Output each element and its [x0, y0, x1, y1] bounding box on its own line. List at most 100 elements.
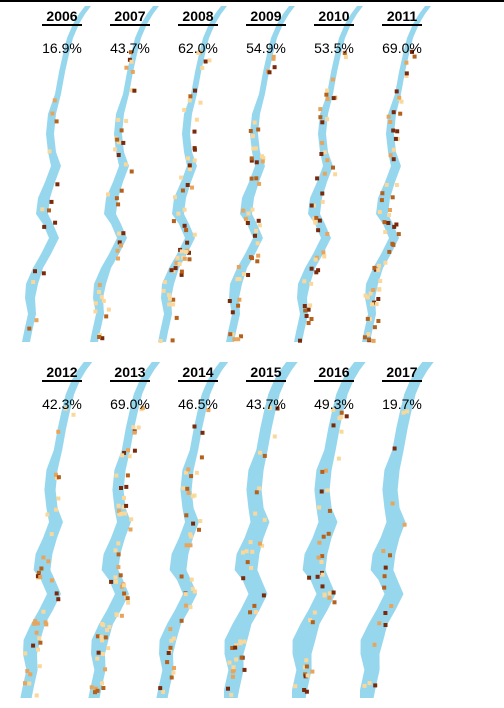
detection-cell [32, 621, 37, 626]
detection-cell [376, 319, 381, 323]
detection-cell [371, 338, 376, 343]
detection-cell [381, 549, 386, 553]
detection-cell [318, 107, 323, 112]
river-map [360, 362, 434, 698]
detection-cell [275, 406, 280, 411]
detection-cell [187, 163, 192, 168]
detection-cell [93, 690, 97, 695]
detection-cell [412, 54, 417, 59]
detection-cell [56, 475, 61, 480]
detection-cell [119, 243, 123, 248]
detection-cell [28, 672, 33, 677]
detection-cell [246, 273, 251, 277]
detection-cell [307, 575, 312, 580]
detection-cell [166, 651, 171, 655]
detection-cell [45, 512, 50, 517]
detection-cell [119, 486, 123, 490]
detection-cell [339, 410, 344, 415]
detection-cell [36, 647, 40, 652]
percent-label: 69.0% [382, 40, 422, 56]
detection-cell [103, 635, 108, 640]
detection-cell [249, 565, 254, 570]
percent-label: 49.3% [314, 396, 354, 412]
detection-cell [173, 195, 177, 200]
detection-cell [196, 50, 201, 55]
detection-cell [254, 490, 259, 495]
detection-cell [117, 508, 121, 513]
map-panel-2015: 2015 43.7% [224, 358, 308, 702]
detection-cell [182, 256, 187, 261]
river-shape [22, 6, 91, 342]
detection-cell [183, 592, 188, 597]
detection-cell [246, 211, 251, 216]
detection-cell [230, 646, 235, 650]
detection-cell [377, 621, 382, 626]
detection-cell [272, 434, 277, 439]
detection-cell [182, 207, 187, 212]
detection-cell [119, 511, 124, 516]
detection-cell [230, 674, 235, 679]
detection-cell [186, 491, 191, 495]
detection-cell [185, 183, 190, 187]
detection-cell [390, 501, 395, 506]
river-map [224, 362, 298, 698]
detection-cell [41, 609, 46, 614]
detection-cell [100, 638, 105, 643]
detection-cell [187, 257, 192, 262]
detection-cell [257, 223, 262, 228]
detection-cell [316, 228, 321, 233]
detection-cell [376, 268, 381, 273]
detection-cell [47, 208, 51, 213]
detection-cell [383, 230, 388, 234]
detection-cell [207, 58, 212, 63]
detection-cell [311, 203, 316, 208]
detection-cell [23, 651, 28, 656]
detection-cell [125, 596, 130, 601]
detection-cell [206, 408, 211, 413]
detection-cell [330, 77, 335, 82]
year-label: 2007 [110, 8, 150, 26]
detection-cell [122, 583, 127, 588]
detection-cell [379, 198, 384, 203]
detection-cell [316, 268, 321, 273]
detection-cell [192, 232, 197, 237]
river-map [88, 362, 161, 698]
detection-cell [309, 317, 314, 321]
detection-cell [241, 550, 245, 555]
detection-cell [127, 454, 132, 459]
detection-cell [257, 181, 262, 186]
detection-cell [248, 129, 253, 133]
detection-cell [140, 405, 145, 410]
detection-cell [388, 153, 393, 158]
detection-cell [174, 261, 179, 266]
detection-cell [320, 199, 325, 204]
detection-cell [368, 317, 372, 322]
detection-cell [100, 336, 105, 341]
detection-cell [262, 517, 267, 522]
detection-cell [251, 146, 256, 151]
detection-cell [126, 600, 131, 605]
detection-cell [314, 215, 319, 220]
detection-cell [313, 257, 318, 262]
detection-cell [253, 233, 257, 238]
detection-cell [185, 486, 190, 491]
detection-cell [327, 595, 332, 600]
detection-cell [325, 158, 330, 163]
detection-cell [158, 686, 163, 691]
detection-cell [320, 140, 325, 145]
detection-cell [257, 486, 262, 491]
detection-cell [97, 290, 101, 294]
year-label: 2014 [178, 364, 218, 382]
detection-cell [339, 429, 344, 434]
detection-cell [188, 532, 193, 537]
detection-cell [325, 97, 330, 101]
detection-cell [119, 613, 124, 618]
river-shape [90, 6, 159, 342]
detection-cell [33, 269, 37, 274]
river-shape [294, 6, 363, 342]
detection-cell [186, 156, 190, 161]
detection-cell [391, 147, 396, 152]
detection-cell [239, 334, 243, 339]
detection-cell [38, 640, 43, 645]
year-label: 2016 [314, 364, 354, 382]
